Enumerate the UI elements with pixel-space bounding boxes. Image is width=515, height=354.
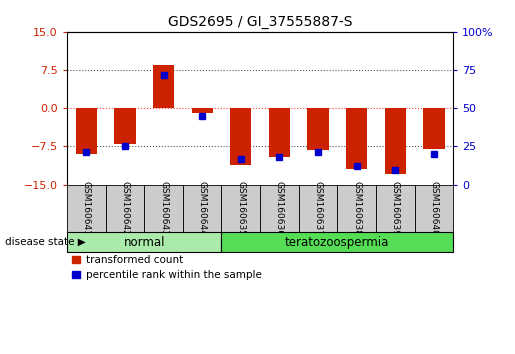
Bar [76, 108, 97, 154]
Bar [153, 65, 174, 108]
Text: GSM160638: GSM160638 [352, 181, 361, 236]
Bar [183, 184, 221, 232]
Bar [230, 108, 251, 165]
Bar [269, 108, 290, 156]
Text: GSM160636: GSM160636 [275, 181, 284, 236]
Text: GSM160641: GSM160641 [82, 181, 91, 236]
Bar [385, 108, 406, 175]
Text: normal: normal [124, 236, 165, 249]
Text: GSM160640: GSM160640 [430, 181, 438, 236]
Bar [106, 184, 144, 232]
Bar [114, 108, 135, 144]
Bar [67, 184, 106, 232]
Bar [299, 184, 337, 232]
Legend: transformed count, percentile rank within the sample: transformed count, percentile rank withi… [72, 255, 262, 280]
Bar [67, 232, 221, 252]
Text: GSM160635: GSM160635 [236, 181, 245, 236]
Bar [144, 184, 183, 232]
Title: GDS2695 / GI_37555887-S: GDS2695 / GI_37555887-S [168, 16, 352, 29]
Bar [260, 184, 299, 232]
Bar [346, 108, 367, 169]
Bar [376, 184, 415, 232]
Text: GSM160639: GSM160639 [391, 181, 400, 236]
Text: GSM160642: GSM160642 [121, 181, 129, 236]
Text: teratozoospermia: teratozoospermia [285, 236, 389, 249]
Bar [337, 184, 376, 232]
Bar [423, 108, 444, 149]
Bar [221, 232, 453, 252]
Bar [307, 108, 329, 150]
Text: GSM160637: GSM160637 [314, 181, 322, 236]
Text: GSM160643: GSM160643 [159, 181, 168, 236]
Bar [192, 108, 213, 113]
Text: GSM160644: GSM160644 [198, 181, 207, 236]
Text: disease state ▶: disease state ▶ [5, 237, 86, 247]
Bar [221, 184, 260, 232]
Bar [415, 184, 453, 232]
